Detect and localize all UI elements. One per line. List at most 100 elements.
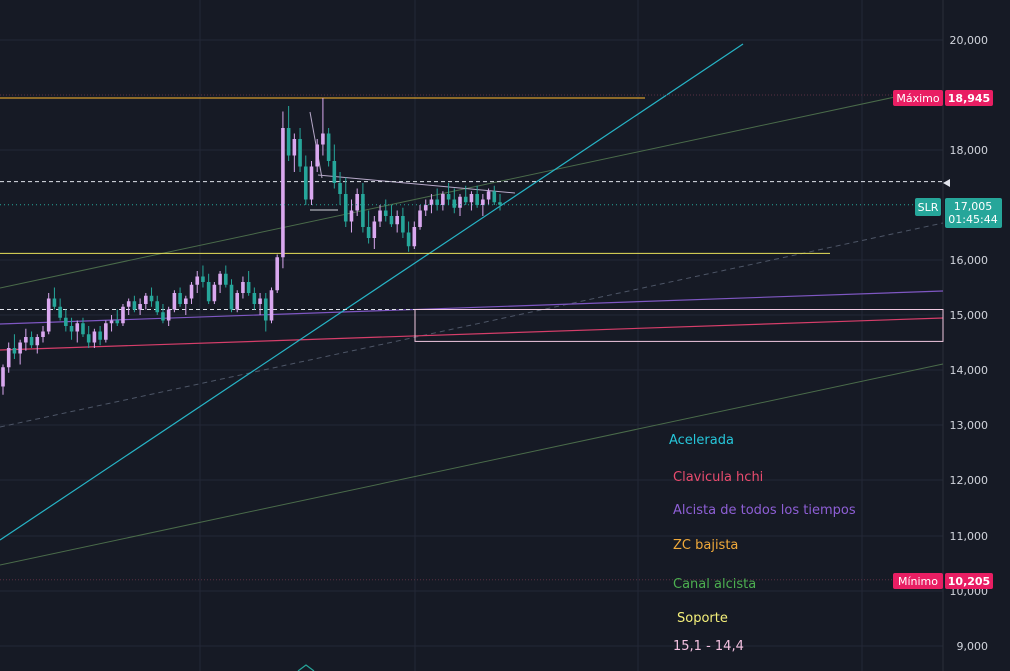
candle [395, 210, 399, 233]
candle [441, 191, 445, 211]
candle [184, 295, 188, 315]
candle [475, 185, 479, 208]
candle [366, 210, 371, 244]
legend-zc-bajista: ZC bajista [673, 538, 738, 553]
candle [343, 177, 348, 227]
candle [35, 334, 40, 354]
candle [24, 328, 28, 351]
candle [166, 306, 171, 326]
candle [418, 205, 422, 230]
price-tick-label: 12,000 [950, 474, 989, 487]
candle [189, 282, 194, 304]
candle [321, 98, 325, 156]
min-label: Mínimo [898, 575, 938, 588]
candlesticks [1, 98, 502, 395]
candle [6, 342, 11, 373]
last-price-value: 17,005 [954, 200, 993, 213]
candle [12, 334, 17, 359]
candle [52, 287, 57, 310]
candle [498, 194, 502, 211]
countdown: 01:45:44 [948, 213, 997, 226]
candle [372, 216, 377, 249]
candle [361, 183, 365, 233]
last-price-marker: SLR 17,005 01:45:44 [915, 198, 1002, 228]
candle [132, 295, 137, 313]
candle [292, 133, 297, 172]
candle [58, 298, 62, 321]
candle [303, 155, 308, 205]
max-marker: Máximo 18,945 [893, 90, 993, 106]
candle [429, 194, 434, 214]
legend-clavicula: Clavicula hchi [673, 470, 763, 485]
candle [86, 326, 91, 348]
candle [144, 293, 148, 310]
legend-alcista-todos: Alcista de todos los tiempos [673, 503, 856, 518]
price-tick-label: 18,000 [950, 144, 989, 157]
min-value: 10,205 [948, 575, 990, 588]
candle [275, 254, 280, 293]
candle [298, 128, 302, 172]
candle [463, 185, 468, 205]
candle [29, 331, 34, 348]
candle [258, 293, 262, 315]
candle [178, 287, 182, 307]
candle [378, 205, 382, 227]
candle [412, 221, 417, 249]
candle [338, 172, 342, 205]
candle [149, 287, 154, 307]
candle [309, 161, 314, 205]
candle [281, 111, 285, 269]
vertical-grid [199, 0, 863, 671]
acelerada-line [0, 43, 744, 541]
alcista-todos-tiempos-line [0, 290, 944, 325]
candle [212, 282, 217, 304]
candle [406, 221, 411, 252]
candle [401, 207, 405, 238]
price-tick-label: 16,000 [950, 254, 989, 267]
candle [241, 276, 245, 299]
candle [64, 309, 68, 332]
candle [349, 199, 354, 233]
candle [92, 328, 97, 348]
price-tick-label: 9,000 [957, 640, 989, 653]
candle [315, 139, 319, 172]
candle [332, 144, 337, 189]
clavicula-hchi-line [0, 317, 944, 351]
candle [98, 326, 102, 346]
candle [104, 320, 108, 343]
price-tick-label: 13,000 [950, 419, 989, 432]
candle [155, 295, 160, 315]
price-tick-label: 11,000 [950, 530, 989, 543]
upper-dashed-handle-icon[interactable] [943, 179, 950, 187]
bottom-arrow-icon [297, 664, 315, 671]
candle [269, 287, 274, 324]
max-value: 18,945 [948, 92, 990, 105]
candle [355, 188, 359, 216]
candle [383, 199, 388, 222]
candle [389, 205, 394, 227]
canal-alcista-upper-line [0, 96, 896, 289]
candle [423, 199, 428, 216]
triangle-upper-line [317, 174, 516, 194]
candle [138, 298, 142, 315]
min-marker: Mínimo 10,205 [893, 573, 993, 589]
candle [1, 364, 5, 395]
candle [469, 191, 474, 211]
candle [18, 339, 22, 365]
candle [69, 317, 74, 340]
candle [486, 188, 491, 205]
candle [201, 265, 205, 288]
candle [229, 279, 234, 313]
candle [481, 194, 485, 216]
candle [195, 271, 200, 293]
candle [172, 290, 177, 313]
candle [46, 293, 51, 335]
candle [81, 317, 85, 337]
price-tick-label: 15,000 [950, 309, 989, 322]
candle [109, 315, 114, 332]
candle [235, 290, 240, 313]
candle [218, 271, 222, 293]
candle [75, 320, 80, 343]
